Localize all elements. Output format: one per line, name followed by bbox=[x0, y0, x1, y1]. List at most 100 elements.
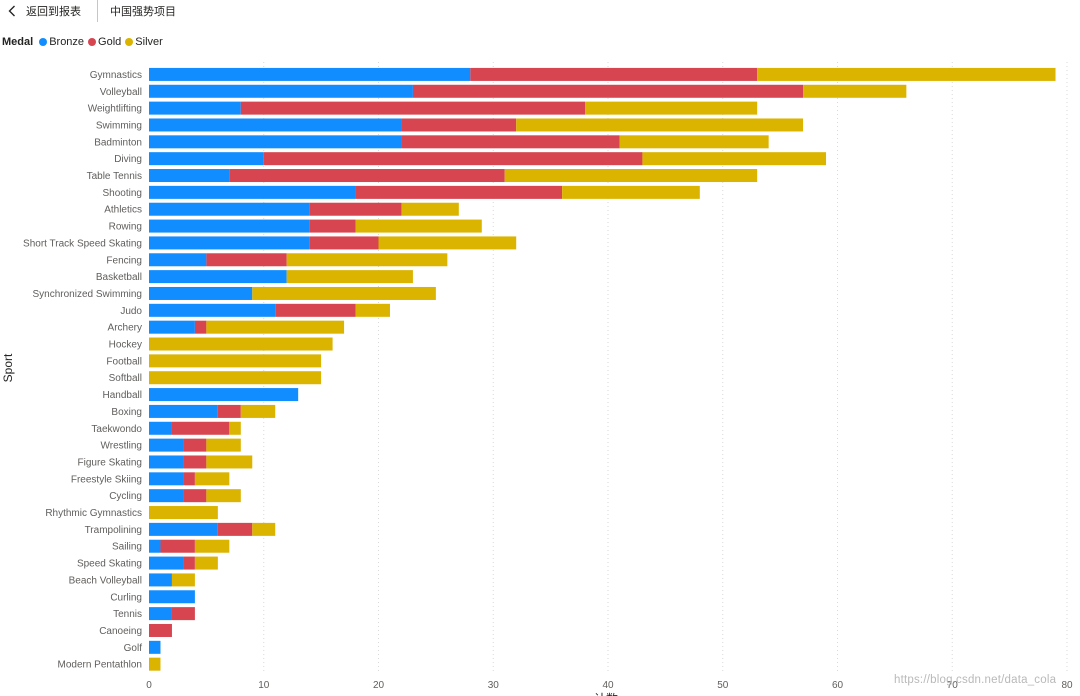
bar-cycling-silver[interactable] bbox=[206, 489, 241, 503]
bar-football-silver[interactable] bbox=[149, 354, 322, 368]
bar-wrestling-gold[interactable] bbox=[183, 438, 207, 452]
bar-taekwondo-bronze[interactable] bbox=[149, 421, 172, 435]
bar-short-track-speed-skating-silver[interactable] bbox=[378, 236, 517, 250]
back-to-report-button[interactable]: 返回到报表 bbox=[0, 0, 98, 22]
bar-short-track-speed-skating-bronze[interactable] bbox=[149, 236, 310, 250]
bar-freestyle-skiing-bronze[interactable] bbox=[149, 472, 184, 486]
bar-boxing-bronze[interactable] bbox=[149, 404, 218, 418]
bar-speed-skating-silver[interactable] bbox=[194, 556, 218, 570]
bar-boxing-silver[interactable] bbox=[240, 404, 276, 418]
bar-table-tennis-bronze[interactable] bbox=[149, 169, 230, 183]
legend-item-bronze[interactable]: Bronze bbox=[39, 36, 84, 48]
bar-athletics-bronze[interactable] bbox=[149, 202, 310, 216]
bar-hockey-silver[interactable] bbox=[149, 337, 333, 351]
bar-softball-silver[interactable] bbox=[149, 371, 322, 385]
bar-curling-bronze[interactable] bbox=[149, 590, 195, 604]
bar-sailing-bronze[interactable] bbox=[149, 539, 161, 553]
bar-synchronized-swimming-bronze[interactable] bbox=[149, 286, 253, 300]
bar-weightlifting-gold[interactable] bbox=[240, 101, 586, 115]
bar-wrestling-bronze[interactable] bbox=[149, 438, 184, 452]
bar-diving-silver[interactable] bbox=[642, 152, 827, 166]
bar-swimming-gold[interactable] bbox=[401, 118, 517, 132]
category-label-freestyle-skiing: Freestyle Skiing bbox=[71, 474, 142, 485]
bar-table-tennis-silver[interactable] bbox=[504, 169, 758, 183]
legend-item-silver[interactable]: Silver bbox=[125, 36, 163, 48]
bar-wrestling-silver[interactable] bbox=[206, 438, 241, 452]
watermark: https://blog.csdn.net/data_cola bbox=[894, 674, 1057, 686]
category-label-swimming: Swimming bbox=[96, 120, 142, 131]
bar-taekwondo-silver[interactable] bbox=[229, 421, 241, 435]
bar-cycling-bronze[interactable] bbox=[149, 489, 184, 503]
bar-figure-skating-gold[interactable] bbox=[183, 455, 207, 469]
bar-tennis-gold[interactable] bbox=[171, 607, 195, 621]
bar-golf-bronze[interactable] bbox=[149, 640, 161, 654]
bar-handball-bronze[interactable] bbox=[149, 388, 299, 402]
bar-basketball-bronze[interactable] bbox=[149, 270, 287, 284]
bar-fencing-bronze[interactable] bbox=[149, 253, 207, 267]
bar-freestyle-skiing-gold[interactable] bbox=[183, 472, 195, 486]
legend-item-gold[interactable]: Gold bbox=[88, 36, 121, 48]
bar-rowing-bronze[interactable] bbox=[149, 219, 310, 233]
bar-canoeing-gold[interactable] bbox=[149, 623, 172, 637]
bar-swimming-silver[interactable] bbox=[516, 118, 804, 132]
bar-swimming-bronze[interactable] bbox=[149, 118, 402, 132]
bar-archery-gold[interactable] bbox=[194, 320, 207, 334]
bar-weightlifting-bronze[interactable] bbox=[149, 101, 241, 115]
bar-figure-skating-bronze[interactable] bbox=[149, 455, 184, 469]
bar-speed-skating-gold[interactable] bbox=[183, 556, 195, 570]
bar-taekwondo-gold[interactable] bbox=[171, 421, 230, 435]
bar-rowing-silver[interactable] bbox=[355, 219, 482, 233]
bar-speed-skating-bronze[interactable] bbox=[149, 556, 184, 570]
bar-shooting-bronze[interactable] bbox=[149, 185, 356, 199]
bar-judo-silver[interactable] bbox=[355, 303, 390, 317]
bar-gymnastics-gold[interactable] bbox=[470, 67, 758, 81]
bar-rhythmic-gymnastics-silver[interactable] bbox=[149, 506, 218, 520]
bar-badminton-silver[interactable] bbox=[619, 135, 769, 149]
bar-shooting-gold[interactable] bbox=[355, 185, 563, 199]
bar-basketball-silver[interactable] bbox=[286, 270, 413, 284]
bar-figure-skating-silver[interactable] bbox=[206, 455, 253, 469]
bar-weightlifting-silver[interactable] bbox=[585, 101, 758, 115]
bar-tennis-bronze[interactable] bbox=[149, 607, 172, 621]
bar-boxing-gold[interactable] bbox=[217, 404, 241, 418]
bar-volleyball-silver[interactable] bbox=[803, 84, 907, 98]
bar-athletics-gold[interactable] bbox=[309, 202, 402, 216]
category-label-basketball: Basketball bbox=[96, 272, 142, 283]
category-label-rhythmic-gymnastics: Rhythmic Gymnastics bbox=[45, 508, 142, 519]
bar-gymnastics-silver[interactable] bbox=[757, 67, 1056, 81]
bar-diving-bronze[interactable] bbox=[149, 152, 264, 166]
bar-fencing-gold[interactable] bbox=[206, 253, 287, 267]
bar-rowing-gold[interactable] bbox=[309, 219, 356, 233]
bar-beach-volleyball-bronze[interactable] bbox=[149, 573, 172, 587]
category-label-judo: Judo bbox=[120, 306, 142, 317]
bar-table-tennis-gold[interactable] bbox=[229, 169, 505, 183]
bar-judo-gold[interactable] bbox=[275, 303, 356, 317]
bar-trampolining-bronze[interactable] bbox=[149, 522, 218, 536]
bar-synchronized-swimming-silver[interactable] bbox=[252, 286, 436, 300]
bar-modern-pentathlon-silver[interactable] bbox=[149, 657, 161, 671]
x-tick-label-40: 40 bbox=[602, 680, 614, 691]
bars bbox=[149, 67, 1056, 671]
bar-shooting-silver[interactable] bbox=[562, 185, 700, 199]
bar-diving-gold[interactable] bbox=[263, 152, 643, 166]
bar-badminton-gold[interactable] bbox=[401, 135, 620, 149]
bar-sailing-gold[interactable] bbox=[160, 539, 195, 553]
bar-beach-volleyball-silver[interactable] bbox=[171, 573, 195, 587]
bar-badminton-bronze[interactable] bbox=[149, 135, 402, 149]
bar-cycling-gold[interactable] bbox=[183, 489, 207, 503]
bar-trampolining-gold[interactable] bbox=[217, 522, 253, 536]
bar-volleyball-gold[interactable] bbox=[412, 84, 804, 98]
category-label-table-tennis: Table Tennis bbox=[87, 171, 142, 182]
bar-archery-silver[interactable] bbox=[206, 320, 345, 334]
bar-archery-bronze[interactable] bbox=[149, 320, 195, 334]
bar-volleyball-bronze[interactable] bbox=[149, 84, 413, 98]
bar-judo-bronze[interactable] bbox=[149, 303, 276, 317]
bar-fencing-silver[interactable] bbox=[286, 253, 448, 267]
bar-short-track-speed-skating-gold[interactable] bbox=[309, 236, 379, 250]
bar-freestyle-skiing-silver[interactable] bbox=[194, 472, 230, 486]
bar-sailing-silver[interactable] bbox=[194, 539, 230, 553]
bar-trampolining-silver[interactable] bbox=[252, 522, 276, 536]
bar-athletics-silver[interactable] bbox=[401, 202, 459, 216]
legend-title: Medal bbox=[2, 36, 34, 48]
bar-gymnastics-bronze[interactable] bbox=[149, 67, 471, 81]
